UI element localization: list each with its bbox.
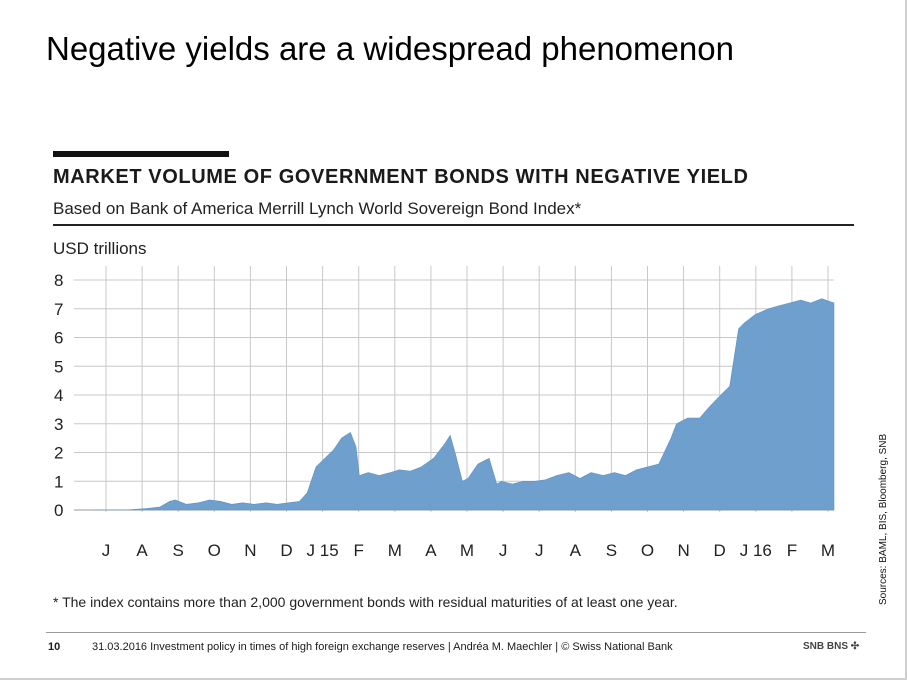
series-area-0 xyxy=(92,298,835,511)
chart-accent-bar xyxy=(53,151,229,157)
chart-subtitle: Based on Bank of America Merrill Lynch W… xyxy=(53,199,582,218)
y-tick-label: 1 xyxy=(54,472,63,491)
x-tick-label: M xyxy=(388,541,402,560)
x-tick-label: D xyxy=(280,541,292,560)
snb-logo: SNB BNS ✣ xyxy=(803,641,860,652)
x-tick-label: J xyxy=(102,541,111,560)
x-tick-label: N xyxy=(244,541,256,560)
y-tick-label: 2 xyxy=(54,444,63,463)
x-tick-label: S xyxy=(173,541,184,560)
x-tick-label: A xyxy=(570,541,582,560)
y-tick-label: 4 xyxy=(54,386,63,405)
x-tick-label: J xyxy=(499,541,508,560)
x-tick-label: M xyxy=(460,541,474,560)
footer-text: 31.03.2016 Investment policy in times of… xyxy=(92,641,673,653)
x-tick-label: O xyxy=(641,541,654,560)
y-tick-label: 8 xyxy=(54,271,63,290)
y-tick-label: 7 xyxy=(54,300,63,319)
area-chart: 0 1 2 3 4 5 6 7 8 J A S O N D J 15 F M A M J J A S O N D J 16 F M xyxy=(54,266,835,560)
footnote: * The index contains more than 2,000 gov… xyxy=(53,594,678,610)
x-tick-label: F xyxy=(354,541,364,560)
x-tick-label: F xyxy=(787,541,797,560)
y-tick-label: 3 xyxy=(54,415,63,434)
source-note: Sources: BAML, BIS, Bloomberg, SNB xyxy=(878,433,889,605)
page-number: 10 xyxy=(48,641,61,653)
x-tick-label: D xyxy=(714,541,726,560)
y-tick-label: 5 xyxy=(54,357,63,376)
x-tick-label: J 16 xyxy=(740,541,772,560)
x-tick-label: A xyxy=(136,541,148,560)
x-tick-label: A xyxy=(425,541,437,560)
x-tick-label: J 15 xyxy=(307,541,339,560)
x-tick-label: J xyxy=(535,541,544,560)
x-tick-label: M xyxy=(821,541,835,560)
x-tick-label: S xyxy=(606,541,617,560)
x-tick-label: O xyxy=(208,541,221,560)
chart-title: MARKET VOLUME OF GOVERNMENT BONDS WITH N… xyxy=(53,166,749,188)
y-tick-label: 6 xyxy=(54,329,63,348)
y-tick-label: 0 xyxy=(54,501,63,520)
y-axis-unit-label: USD trillions xyxy=(53,239,147,258)
x-tick-label: N xyxy=(677,541,689,560)
footer-divider xyxy=(46,632,866,633)
slide-title: Negative yields are a widespread phenome… xyxy=(46,30,734,67)
chart-header-rule xyxy=(53,224,854,226)
